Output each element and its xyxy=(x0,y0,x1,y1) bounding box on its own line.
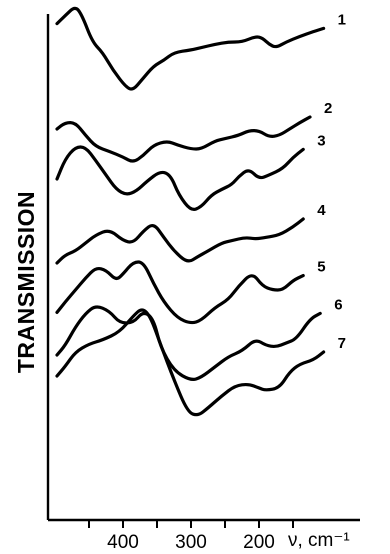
series-labels: 1 2 3 4 5 6 7 xyxy=(317,11,346,352)
series-line-5 xyxy=(55,260,305,325)
series-line-4 xyxy=(55,217,305,265)
series-line-2 xyxy=(55,115,312,163)
y-axis-title: TRANSMISSION xyxy=(13,191,39,373)
series-label-5: 5 xyxy=(317,259,325,276)
y-axis-label: TRANSMISSION xyxy=(13,191,39,373)
x-axis-ticks xyxy=(88,520,294,528)
x-tick-label-300: 300 xyxy=(175,532,207,553)
series-label-2: 2 xyxy=(324,100,332,117)
series-line-3 xyxy=(55,145,305,211)
series-line-6 xyxy=(55,305,322,381)
series-label-1: 1 xyxy=(338,11,346,28)
series-label-4: 4 xyxy=(317,202,326,219)
x-tick-label-200: 200 xyxy=(243,532,275,553)
x-axis-tick-labels: 400 300 200 xyxy=(107,532,275,553)
series-label-3: 3 xyxy=(317,132,325,149)
x-tick-label-400: 400 xyxy=(107,532,139,553)
series-label-6: 6 xyxy=(334,296,342,313)
series-lines xyxy=(55,6,326,417)
series-line-7 xyxy=(55,308,326,417)
series-line-1 xyxy=(55,6,326,91)
x-axis-unit-label: ν, cm⁻¹ xyxy=(288,530,350,551)
series-label-7: 7 xyxy=(338,335,346,352)
